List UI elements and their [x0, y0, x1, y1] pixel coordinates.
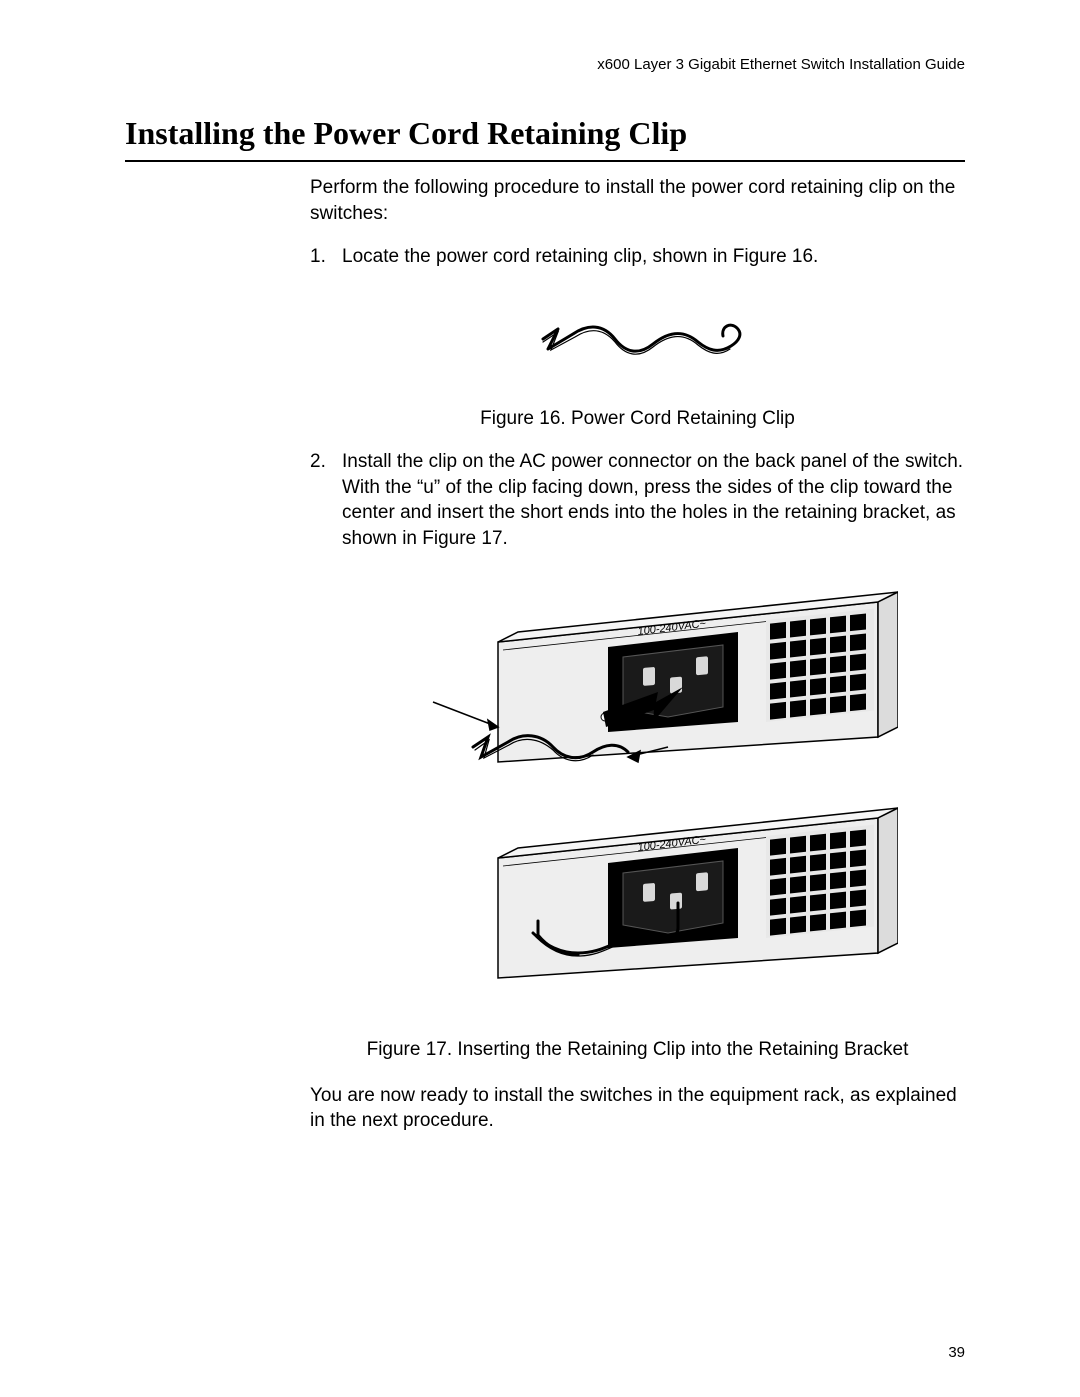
- figure-17: 100-240VAC~: [310, 582, 965, 1063]
- clip-illustration-icon: [523, 294, 753, 384]
- figure-16: Figure 16. Power Cord Retaining Clip: [310, 294, 965, 431]
- clip-installed-illustration-icon: 100-240VAC~: [378, 803, 898, 993]
- insert-clip-illustration-icon: 100-240VAC~: [378, 582, 898, 782]
- page-number: 39: [948, 1344, 965, 1361]
- concluding-text: You are now ready to install the switche…: [310, 1083, 965, 1134]
- step-2-text: Install the clip on the AC power connect…: [342, 449, 965, 552]
- step-2: 2. Install the clip on the AC power conn…: [310, 449, 965, 552]
- section-title: Installing the Power Cord Retaining Clip: [125, 115, 965, 162]
- step-1: 1. Locate the power cord retaining clip,…: [310, 244, 965, 270]
- figure-17-caption: Figure 17. Inserting the Retaining Clip …: [310, 1037, 965, 1063]
- intro-text: Perform the following procedure to insta…: [310, 175, 965, 226]
- step-1-text: Locate the power cord retaining clip, sh…: [342, 244, 965, 270]
- content-body: Perform the following procedure to insta…: [310, 175, 965, 1134]
- step-2-num: 2.: [310, 449, 342, 552]
- running-header: x600 Layer 3 Gigabit Ethernet Switch Ins…: [597, 56, 965, 73]
- figure-16-caption: Figure 16. Power Cord Retaining Clip: [310, 406, 965, 432]
- step-1-num: 1.: [310, 244, 342, 270]
- page: x600 Layer 3 Gigabit Ethernet Switch Ins…: [0, 0, 1080, 1397]
